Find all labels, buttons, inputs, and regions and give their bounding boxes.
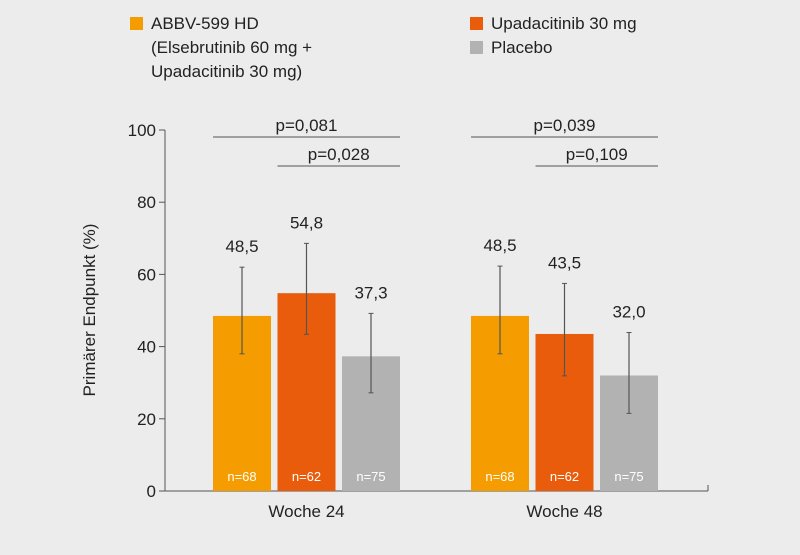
n-label: n=75 (356, 469, 385, 484)
y-axis-label: Primärer Endpunkt (%) (80, 224, 99, 397)
n-label: n=68 (227, 469, 256, 484)
data-label: 37,3 (354, 283, 387, 302)
legend-swatch (130, 17, 143, 30)
y-tick-label: 0 (147, 482, 156, 501)
legend-label: ABBV-599 HD (151, 14, 259, 33)
legend-label: Placebo (491, 38, 552, 57)
data-label: 54,8 (290, 213, 323, 232)
p-value-label: p=0,081 (276, 116, 338, 135)
x-tick-label: Woche 48 (526, 502, 602, 521)
y-tick-label: 20 (137, 410, 156, 429)
p-value-label: p=0,109 (566, 145, 628, 164)
legend-label: (Elsebrutinib 60 mg + (151, 38, 312, 57)
p-value-label: p=0,028 (308, 145, 370, 164)
legend-label: Upadacitinib 30 mg (491, 14, 637, 33)
y-tick-label: 60 (137, 265, 156, 284)
legend-swatch (470, 17, 483, 30)
x-tick-label: Woche 24 (268, 502, 344, 521)
n-label: n=62 (550, 469, 579, 484)
y-tick-label: 40 (137, 338, 156, 357)
p-value-label: p=0,039 (534, 116, 596, 135)
n-label: n=75 (614, 469, 643, 484)
legend-swatch (470, 41, 483, 54)
y-tick-label: 100 (128, 121, 156, 140)
data-label: 48,5 (225, 237, 258, 256)
data-label: 32,0 (612, 303, 645, 322)
n-label: n=68 (485, 469, 514, 484)
legend-label: Upadacitinib 30 mg) (151, 62, 302, 81)
data-label: 43,5 (548, 253, 581, 272)
data-label: 48,5 (483, 236, 516, 255)
n-label: n=62 (292, 469, 321, 484)
y-tick-label: 80 (137, 193, 156, 212)
